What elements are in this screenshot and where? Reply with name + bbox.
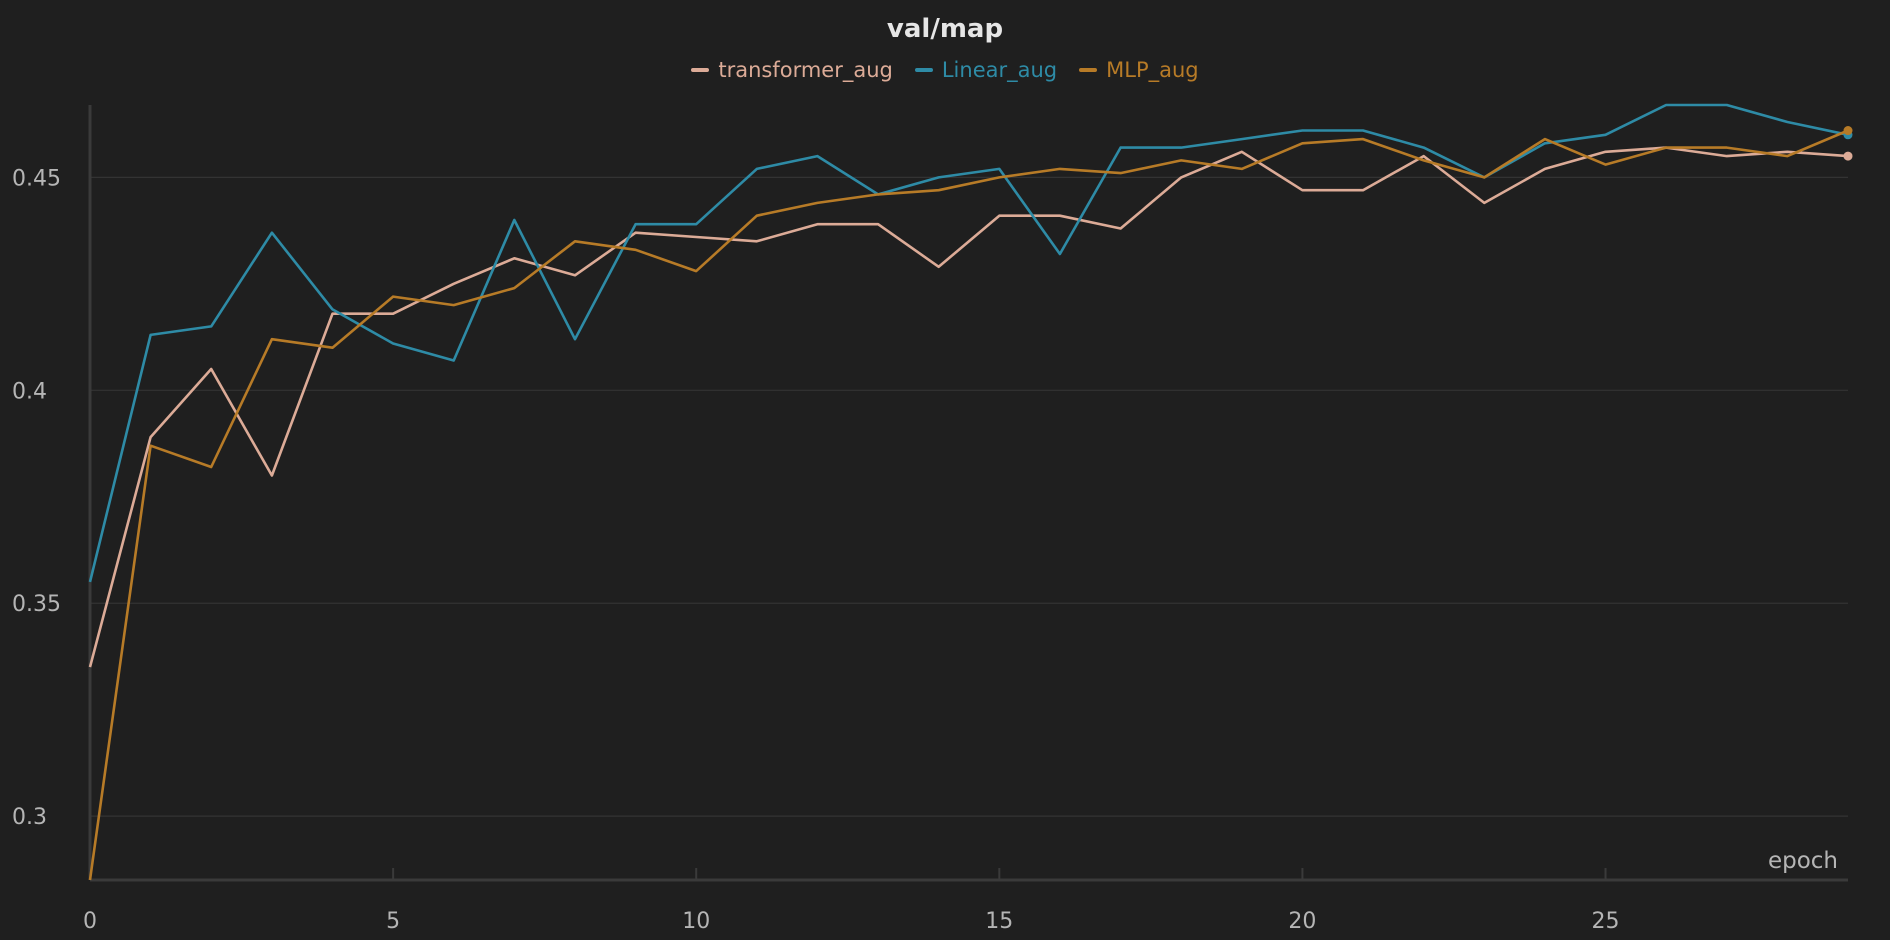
- y-tick-label: 0.35: [12, 592, 61, 617]
- chart-title: val/map: [886, 14, 1004, 44]
- legend-item-transformer-aug[interactable]: transformer_aug: [691, 58, 893, 82]
- legend-label: MLP_aug: [1106, 58, 1199, 82]
- series-end-point: [1843, 126, 1853, 136]
- legend-swatch: [1079, 68, 1098, 72]
- y-tick-label: 0.45: [12, 166, 61, 191]
- axes: [88, 105, 1848, 882]
- x-tick-label: 5: [386, 909, 400, 934]
- legend: transformer_aug Linear_aug MLP_aug: [0, 58, 1890, 82]
- series-line-linear-aug[interactable]: [88, 103, 1849, 583]
- legend-item-mlp-aug[interactable]: MLP_aug: [1079, 58, 1199, 82]
- series-end-point: [1843, 151, 1853, 161]
- grid-lines: [90, 176, 1848, 817]
- legend-swatch: [691, 68, 710, 72]
- x-tick-label: 0: [83, 909, 97, 934]
- series-line-transformer-aug[interactable]: [88, 146, 1849, 668]
- legend-label: transformer_aug: [718, 58, 893, 82]
- x-tick-label: 10: [682, 909, 710, 934]
- x-tick-label: 20: [1288, 909, 1316, 934]
- y-tick-label: 0.4: [12, 379, 47, 404]
- series-line-mlp-aug[interactable]: [88, 129, 1849, 881]
- y-tick-label: 0.3: [12, 805, 47, 830]
- legend-label: Linear_aug: [941, 58, 1058, 82]
- legend-item-linear-aug[interactable]: Linear_aug: [914, 58, 1058, 82]
- x-tick-label: 15: [985, 909, 1013, 934]
- series-lines: [88, 103, 1853, 881]
- x-tick-label: 25: [1592, 909, 1620, 934]
- legend-swatch: [914, 68, 933, 72]
- x-axis-title: epoch: [1768, 848, 1838, 874]
- tick-labels: 0.3 0.35 0.4 0.45 0 5 10 15 20 25: [12, 166, 1620, 934]
